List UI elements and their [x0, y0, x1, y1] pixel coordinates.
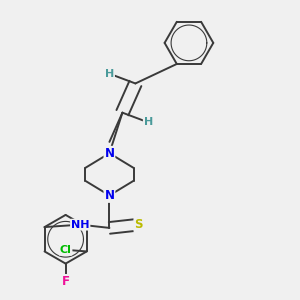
Text: H: H: [144, 117, 153, 128]
Text: F: F: [61, 275, 70, 288]
Text: N: N: [104, 147, 114, 160]
Text: NH: NH: [71, 220, 89, 230]
Text: S: S: [134, 218, 143, 231]
Text: Cl: Cl: [60, 245, 71, 255]
Text: H: H: [105, 69, 114, 79]
Text: N: N: [104, 189, 114, 202]
